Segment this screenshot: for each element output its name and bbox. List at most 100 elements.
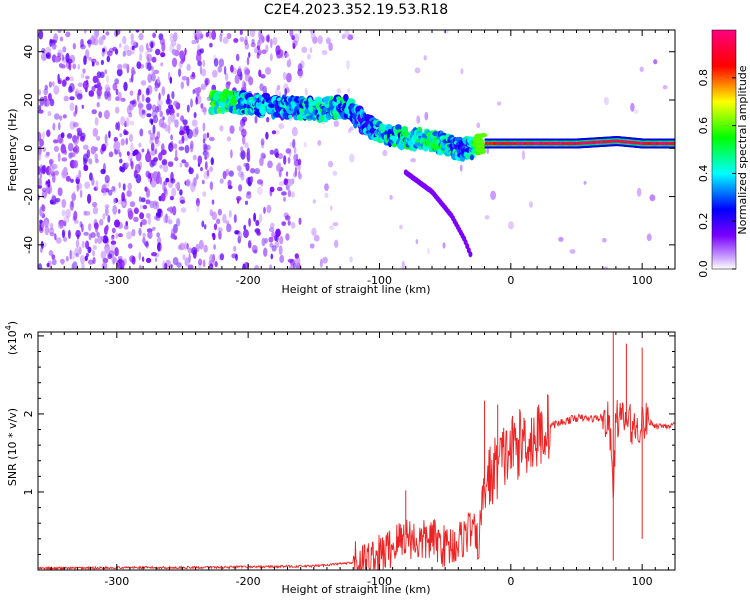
heatmap-cell bbox=[219, 253, 225, 261]
heatmap-cell bbox=[72, 122, 79, 128]
heatmap-cell bbox=[87, 259, 94, 265]
heatmap-cell bbox=[187, 129, 193, 139]
heatmap-cell bbox=[256, 52, 260, 59]
heatmap-cell bbox=[151, 252, 157, 257]
heatmap-cell bbox=[57, 30, 62, 34]
heatmap-cell bbox=[65, 76, 70, 81]
heatmap-cell bbox=[42, 164, 47, 174]
heatmap-cell bbox=[150, 119, 154, 126]
heatmap-cell bbox=[178, 68, 182, 77]
heatmap-cell bbox=[341, 33, 346, 40]
heatmap-cell bbox=[233, 245, 237, 252]
heatmap-cell bbox=[579, 141, 582, 145]
heatmap-cell bbox=[309, 47, 313, 54]
heatmap-cell bbox=[41, 52, 47, 62]
heatmap-cell bbox=[209, 42, 213, 48]
heatmap-cell bbox=[243, 82, 247, 89]
heatmap-cell bbox=[272, 36, 278, 46]
heatmap-cell bbox=[49, 38, 53, 48]
y-tick-label: 20 bbox=[22, 93, 35, 107]
spectrogram-heatmap bbox=[38, 30, 675, 269]
heatmap-cell bbox=[172, 257, 179, 265]
heatmap-cell bbox=[91, 85, 96, 92]
svg-text:(x104): (x104) bbox=[4, 321, 19, 355]
heatmap-cell bbox=[94, 238, 98, 244]
heatmap-cell bbox=[286, 72, 292, 83]
heatmap-cell bbox=[147, 215, 151, 225]
heatmap-cell bbox=[138, 32, 144, 41]
heatmap-cell bbox=[184, 144, 190, 154]
heatmap-cell bbox=[134, 163, 141, 174]
heatmap-cell bbox=[175, 218, 181, 227]
heatmap-cell bbox=[67, 142, 74, 152]
heatmap-cell bbox=[80, 73, 85, 79]
heatmap-cell bbox=[111, 256, 117, 263]
heatmap-cell bbox=[47, 110, 52, 117]
spectrogram-xlabel: Height of straight line (km) bbox=[281, 283, 430, 296]
heatmap-cell bbox=[200, 83, 207, 91]
heatmap-cell bbox=[160, 52, 166, 58]
heatmap-cell bbox=[190, 140, 194, 150]
heatmap-cell bbox=[529, 142, 532, 145]
heatmap-cell bbox=[53, 85, 60, 95]
heatmap-cell bbox=[166, 108, 170, 116]
heatmap-cell bbox=[566, 142, 569, 145]
heatmap-cell bbox=[110, 235, 115, 241]
y-tick-label: 2 bbox=[22, 410, 35, 417]
heatmap-cell bbox=[104, 141, 109, 147]
heatmap-cell bbox=[320, 258, 323, 268]
spectrogram-ylabel: Frequency (Hz) bbox=[6, 109, 19, 192]
heatmap-cell bbox=[119, 158, 123, 164]
heatmap-cell bbox=[133, 216, 139, 222]
heatmap-cell bbox=[527, 142, 530, 145]
heatmap-cell bbox=[55, 197, 61, 203]
heatmap-cell bbox=[104, 206, 109, 217]
heatmap-cell bbox=[142, 237, 146, 244]
heatmap-cell bbox=[72, 261, 78, 269]
heatmap-cell bbox=[291, 126, 298, 137]
heatmap-cell bbox=[551, 142, 554, 145]
snr-ylabel: SNR (10 * v/v) bbox=[6, 408, 19, 486]
heatmap-cell bbox=[121, 192, 125, 202]
heatmap-cell bbox=[107, 253, 113, 260]
heatmap-cell bbox=[209, 181, 214, 191]
heatmap-cell bbox=[165, 108, 171, 114]
heatmap-cell bbox=[101, 50, 105, 57]
heatmap-cell bbox=[244, 142, 249, 149]
heatmap-cell bbox=[510, 142, 513, 145]
heatmap-cell bbox=[123, 44, 130, 53]
heatmap-cell bbox=[69, 76, 74, 82]
heatmap-cell bbox=[186, 242, 189, 250]
heatmap-cell bbox=[136, 92, 140, 102]
heatmap-cell bbox=[202, 191, 207, 197]
heatmap-cell bbox=[203, 106, 207, 116]
heatmap-cell bbox=[108, 189, 113, 196]
heatmap-cell bbox=[233, 38, 239, 43]
heatmap-cell bbox=[544, 142, 547, 145]
heatmap-cell bbox=[106, 50, 113, 57]
heatmap-cell bbox=[108, 250, 115, 258]
heatmap-cell bbox=[649, 194, 656, 202]
heatmap-cell bbox=[192, 89, 195, 95]
heatmap-cell bbox=[304, 87, 308, 96]
heatmap-cell bbox=[238, 184, 243, 192]
heatmap-cell bbox=[349, 153, 355, 163]
heatmap-cell bbox=[119, 259, 125, 269]
heatmap-cell bbox=[141, 109, 146, 114]
heatmap-cell bbox=[76, 183, 80, 192]
snr-frame bbox=[37, 331, 676, 571]
heatmap-cell bbox=[79, 189, 83, 198]
heatmap-cell bbox=[44, 220, 49, 228]
heatmap-cell bbox=[70, 251, 76, 260]
heatmap-cell bbox=[149, 132, 156, 141]
heatmap-cell bbox=[217, 227, 223, 233]
heatmap-cell bbox=[196, 202, 200, 213]
heatmap-cell bbox=[211, 199, 215, 205]
heatmap-cell bbox=[145, 170, 150, 178]
heatmap-cell bbox=[84, 181, 90, 189]
heatmap-cell bbox=[344, 30, 350, 38]
heatmap-cell bbox=[198, 239, 204, 250]
heatmap-cell bbox=[515, 142, 517, 145]
heatmap-cell bbox=[51, 43, 57, 50]
heatmap-cell bbox=[92, 206, 99, 215]
